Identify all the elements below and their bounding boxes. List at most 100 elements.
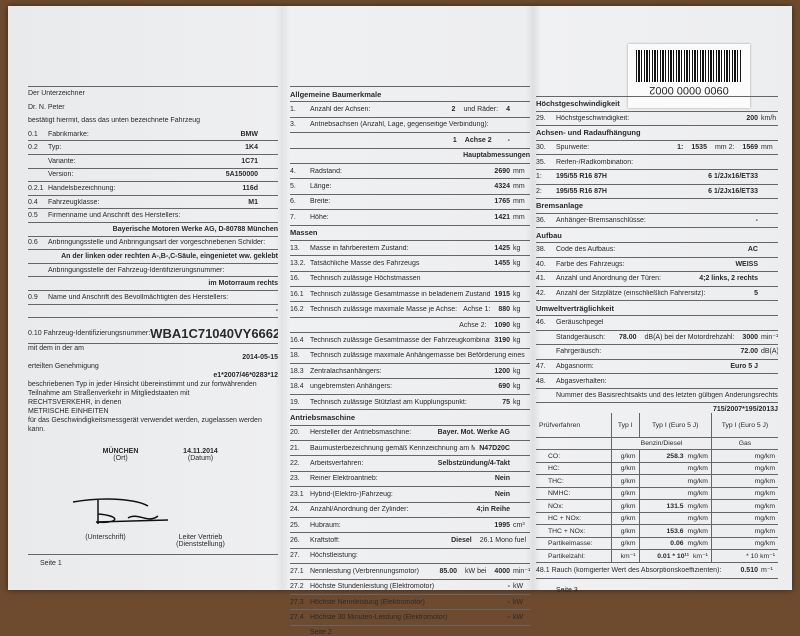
field-number: 16.1 <box>290 290 304 298</box>
field-row: Variante: 1C71 <box>28 155 278 169</box>
page-1-rows: Der Unterzeichner Dr. N. Peter bestätigt h… <box>28 86 278 319</box>
pollutant-label: NOx: <box>536 499 612 513</box>
field-label: Tatsächliche Masse des Fahrzeugs <box>310 259 420 267</box>
typ1-euro5-value: 131.5 mg/km <box>638 499 712 513</box>
field-row: 1 Achse 2 - <box>290 133 530 149</box>
field-number: 7. <box>290 213 296 221</box>
field-row: 35. Reifen-/Radkombination: <box>536 155 778 170</box>
field-row: Massen <box>290 226 530 241</box>
field-value: N47D20C <box>479 444 510 452</box>
field-row: 16.2 Technisch zulässige maximale Masse j… <box>290 302 530 318</box>
field-value: Selbstzündung/4-Takt <box>437 460 510 468</box>
typ1-euro5-value: 153.6 mg/km <box>638 524 712 538</box>
section-heading: Aufbau <box>536 230 562 240</box>
field-value: 690 <box>498 383 510 391</box>
pollutant-label: THC + NOx: <box>536 524 612 538</box>
field-value: 200 <box>746 114 758 122</box>
field-row: 25. Hubraum: 1995 cm³ <box>290 518 530 534</box>
field-unit: mm <box>513 167 525 175</box>
page-3-rows: Höchstgeschwindigkeit 29. Höchstgeschwindi… <box>536 96 778 404</box>
field-value: 880 <box>498 306 510 314</box>
field-number: 21. <box>290 444 300 452</box>
field-label: 195/55 R16 87H <box>556 187 607 195</box>
field-number: 0.2.1 <box>28 184 44 192</box>
field-unit: kg <box>513 398 521 406</box>
field-unit: kg <box>513 367 521 375</box>
field-row: 27.1 Nennleistung (Verbrennungsmotor) 85.0… <box>290 564 530 580</box>
date-label: (Datum) <box>187 455 214 463</box>
field-row: 23.1 Hybrid-(Elektro-)Fahrzeug: Nein <box>290 487 530 503</box>
emission-value: 258.3 <box>666 452 684 460</box>
field-number: 38. <box>536 246 546 254</box>
field-number: 20. <box>290 429 300 437</box>
field-row: Anbringungsstelle der Fahrzeug-Identifiz… <box>28 264 278 278</box>
field-value: Nein <box>494 490 510 498</box>
field-label: Fabrikmarke: <box>48 130 89 138</box>
field-middle-text: Achse 1: <box>463 306 491 314</box>
typ1-euro5-value: mg/km <box>638 462 712 476</box>
field-row: 46. Geräuschpegel <box>536 316 778 331</box>
field-number: 46. <box>536 319 546 327</box>
field-row: 3. Antriebsachsen (Anzahl, Lage, gegensei… <box>290 118 530 134</box>
field-value: 1425 <box>494 244 510 252</box>
typ1-unit: g/km <box>610 449 639 463</box>
typ1-unit: km⁻¹ <box>610 549 639 563</box>
section-heading: Bremsanlage <box>536 201 584 211</box>
field-unit: min⁻¹ <box>513 568 530 576</box>
barcode-number: 0900 0000 0002 <box>649 84 729 96</box>
field-unit: kg <box>513 244 521 252</box>
field-label: Name und Anschrift des Bevollmächtigten … <box>48 293 229 301</box>
field-row: 29. Höchstgeschwindigkeit: 200 km/h <box>536 112 778 127</box>
typ1-euro5-value: mg/km <box>638 474 712 488</box>
field-number: 18.4 <box>290 383 304 391</box>
approval-number: e1*2007/46*0283*12 <box>213 372 278 380</box>
field-label: Fahrzeugklasse: <box>48 198 100 206</box>
field-label: Hybrid-(Elektro-)Fahrzeug: <box>310 490 393 498</box>
field-label: Abgasverhalten: <box>556 377 607 385</box>
field-row: 5. Länge: 4324 mm <box>290 179 530 195</box>
field-label: Technisch zulässige Stützlast am Kupplun… <box>310 398 467 406</box>
field-value: 6 1/2Jx16/ET33 <box>708 187 758 195</box>
table-row: NMHC: g/km mg/km mg/km <box>536 487 778 501</box>
field-value: 1455 <box>494 259 510 267</box>
field-label: Zentralachsanhängers: <box>310 367 382 375</box>
field-middle-text: und Räder: <box>463 106 499 114</box>
emission-value: 0.01 * 10¹¹ <box>657 553 690 561</box>
field-row: 27.3 Höchste Nennleistung (Elektromotor) -… <box>290 595 530 611</box>
field-number: 0.2 <box>28 144 38 152</box>
field-number: 42. <box>536 290 546 298</box>
field-label: Variante: <box>48 157 76 165</box>
field-row: 16.1 Technisch zulässige Gesamtmasse in b… <box>290 287 530 303</box>
field-value: 1915 <box>494 290 510 298</box>
field-value: 1765 <box>494 198 510 206</box>
field-label: Höhe: <box>310 213 329 221</box>
field-row: 7. Höhe: 1421 mm <box>290 210 530 226</box>
field-value: 4000 <box>494 567 510 575</box>
field-value: - <box>755 217 758 225</box>
field-middle-text: kW bei <box>465 567 487 575</box>
emission-value: 131.5 <box>666 502 684 510</box>
field-row: Bayerische Motoren Werke AG, D-80788 Mün… <box>28 223 278 237</box>
field-label: Kraftstoff: <box>310 537 340 545</box>
field-number: 0.9 <box>28 293 38 301</box>
field-row: Standgeräusch: 78.00 dB(A) bei der Motordr… <box>536 331 778 346</box>
field-number: 1: <box>536 173 542 181</box>
field-label: Anhänger-Bremsanschlüsse: <box>556 217 646 225</box>
field-row: Achsen- und Radaufhängung <box>536 126 778 141</box>
table-row: HC: g/km mg/km mg/km <box>536 462 778 476</box>
field-row: 1: 195/55 R16 87H 6 1/2Jx16/ET33 <box>536 170 778 185</box>
field-row: 40. Farbe des Fahrzeugs: WEISS <box>536 258 778 273</box>
table-row: NOx: g/km 131.5 mg/km mg/km <box>536 499 778 513</box>
field-unit: kW <box>513 613 524 621</box>
header-typ1-euro5-gas: Typ I (Euro 5 J) <box>710 413 778 438</box>
section-heading: Umweltverträglichkeit <box>536 303 614 313</box>
field-row: Umweltverträglichkeit <box>536 301 778 316</box>
field-row: An der linken oder rechten A-,B-,C-Säule… <box>28 250 278 264</box>
field-label: Anzahl und Anordnung der Türen: <box>556 275 661 283</box>
section-heading: Höchstgeschwindigkeit <box>536 99 620 109</box>
section-heading: Antriebsmaschine <box>290 412 356 422</box>
gas-unit: mg/km <box>710 462 778 476</box>
field-unit: mm <box>513 183 525 191</box>
field-label: Höchste Stundenleistung (Elektromotor) <box>310 583 435 591</box>
field-label: 195/55 R16 87H <box>556 173 607 181</box>
